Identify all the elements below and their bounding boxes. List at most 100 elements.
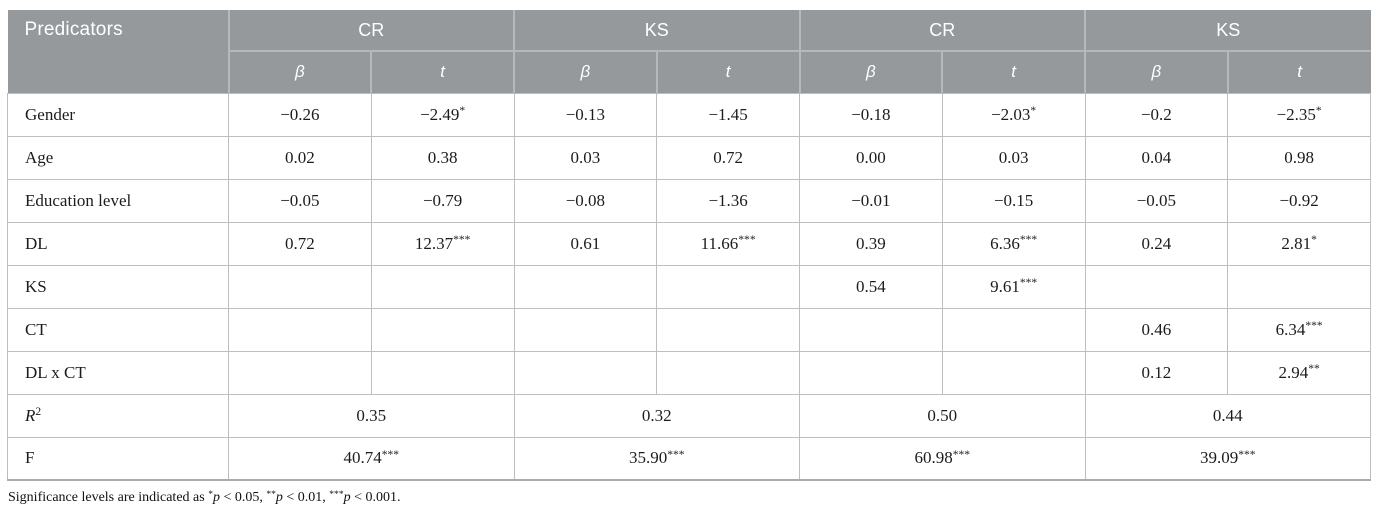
table-row: DL x CT 0.12 2.94** (7, 350, 1372, 395)
subheader-beta: β (513, 50, 657, 93)
data-cell: −2.35* (1227, 92, 1372, 137)
data-cell: −2.03* (941, 92, 1086, 137)
header-group-row: Predicators CR KS CR KS (7, 10, 1371, 93)
data-cell (656, 350, 801, 395)
data-cell (228, 350, 372, 395)
data-cell: 0.12 (1084, 350, 1229, 395)
data-cell: 0.72 (228, 221, 372, 266)
data-cell-merged: 0.32 (513, 393, 801, 438)
data-cell (656, 264, 801, 309)
data-cell: 0.24 (1084, 221, 1229, 266)
data-cell: 11.66*** (656, 221, 801, 266)
table-row: CT 0.46 6.34*** (7, 307, 1372, 352)
subheader-beta: β (227, 50, 372, 93)
row-label: Gender (7, 92, 229, 137)
row-label: Age (7, 135, 229, 180)
data-cell (513, 307, 658, 352)
table-body: Gender −0.26 −2.49* −0.13 −1.45 −0.18 −2.03* −0… (7, 92, 1372, 481)
data-cell (1227, 264, 1372, 309)
data-cell-merged: 0.35 (228, 393, 515, 438)
data-cell: −0.05 (228, 178, 372, 223)
data-cell (513, 264, 658, 309)
data-cell: −0.2 (1084, 92, 1229, 137)
group-header-ks-2: KS (1084, 10, 1371, 51)
data-cell: 0.72 (656, 135, 801, 180)
data-cell: −0.92 (1227, 178, 1372, 223)
data-cell: −0.01 (799, 178, 943, 223)
data-cell: 0.02 (228, 135, 372, 180)
group-header-cr-2: CR (798, 10, 1086, 51)
data-cell: 9.61*** (941, 264, 1086, 309)
subheader-t: t (941, 50, 1086, 93)
data-cell: 6.34*** (1227, 307, 1372, 352)
table-row: Gender −0.26 −2.49* −0.13 −1.45 −0.18 −2.03* −0… (7, 92, 1372, 137)
table-row: Education level −0.05 −0.79 −0.08 −1.36 −0.01… (7, 178, 1372, 223)
data-cell (513, 350, 658, 395)
row-label: DL (7, 221, 229, 266)
data-cell (799, 307, 943, 352)
data-cell: 0.54 (799, 264, 943, 309)
data-cell: −0.15 (941, 178, 1086, 223)
subheader-beta: β (1084, 50, 1228, 93)
data-cell (1084, 264, 1229, 309)
data-cell-merged: 39.09*** (1084, 436, 1372, 481)
table-row-merged: R2 0.35 0.32 0.50 0.44 (7, 393, 1372, 438)
table-figure: Predicators CR KS CR KS β t β t β t β t … (7, 10, 1372, 506)
data-cell: −2.49* (370, 92, 515, 137)
data-cell: 0.00 (799, 135, 943, 180)
data-cell (228, 264, 372, 309)
regression-table: Predicators CR KS CR KS β t β t β t β t … (7, 10, 1372, 481)
data-cell-merged: 0.44 (1084, 393, 1372, 438)
table-row: KS 0.54 9.61*** (7, 264, 1372, 309)
data-cell-merged: 35.90*** (513, 436, 801, 481)
subheader-t: t (1226, 50, 1371, 93)
data-cell: 0.39 (799, 221, 943, 266)
data-cell: −0.05 (1084, 178, 1229, 223)
group-header-ks-1: KS (513, 10, 800, 51)
data-cell: −0.18 (799, 92, 943, 137)
data-cell (941, 350, 1086, 395)
data-cell: 0.04 (1084, 135, 1229, 180)
table-row: DL 0.72 12.37*** 0.61 11.66*** 0.39 6.36*** 0.2… (7, 221, 1372, 266)
subheader-t: t (370, 50, 514, 93)
row-label: Education level (7, 178, 229, 223)
predicators-header: Predicators (7, 10, 229, 93)
row-label: DL x CT (7, 350, 229, 395)
data-cell: 2.81* (1227, 221, 1372, 266)
data-cell: 0.98 (1227, 135, 1372, 180)
subheader-beta: β (798, 50, 943, 93)
table-row: Age 0.02 0.38 0.03 0.72 0.00 0.03 0.04 0.98 (7, 135, 1372, 180)
data-cell: −1.45 (656, 92, 801, 137)
data-cell: −1.36 (656, 178, 801, 223)
data-cell: 0.38 (370, 135, 515, 180)
row-label: R2 (7, 393, 229, 438)
table-header: Predicators CR KS CR KS β t β t β t β t (7, 10, 1371, 93)
data-cell-merged: 0.50 (799, 393, 1086, 438)
data-cell (370, 350, 515, 395)
data-cell: −0.08 (513, 178, 658, 223)
data-cell: 2.94** (1227, 350, 1372, 395)
data-cell: 0.03 (941, 135, 1086, 180)
row-label: KS (7, 264, 229, 309)
data-cell (228, 307, 372, 352)
data-cell: 0.46 (1084, 307, 1229, 352)
data-cell (370, 307, 515, 352)
row-label: F (7, 436, 229, 481)
data-cell-merged: 40.74*** (228, 436, 515, 481)
data-cell: −0.26 (228, 92, 372, 137)
data-cell: 6.36*** (941, 221, 1086, 266)
group-header-cr-1: CR (227, 10, 514, 51)
data-cell (656, 307, 801, 352)
data-cell: 0.03 (513, 135, 658, 180)
data-cell: −0.13 (513, 92, 658, 137)
data-cell (370, 264, 515, 309)
row-label: CT (7, 307, 229, 352)
data-cell (941, 307, 1086, 352)
subheader-t: t (655, 50, 800, 93)
table-row-merged: F 40.74*** 35.90*** 60.98*** 39.09*** (7, 436, 1372, 481)
data-cell: 12.37*** (370, 221, 515, 266)
header-sub-row: β t β t β t β t (8, 50, 1371, 93)
data-cell: −0.79 (370, 178, 515, 223)
data-cell (799, 350, 943, 395)
significance-footnote: Significance levels are indicated as *p … (8, 489, 401, 505)
